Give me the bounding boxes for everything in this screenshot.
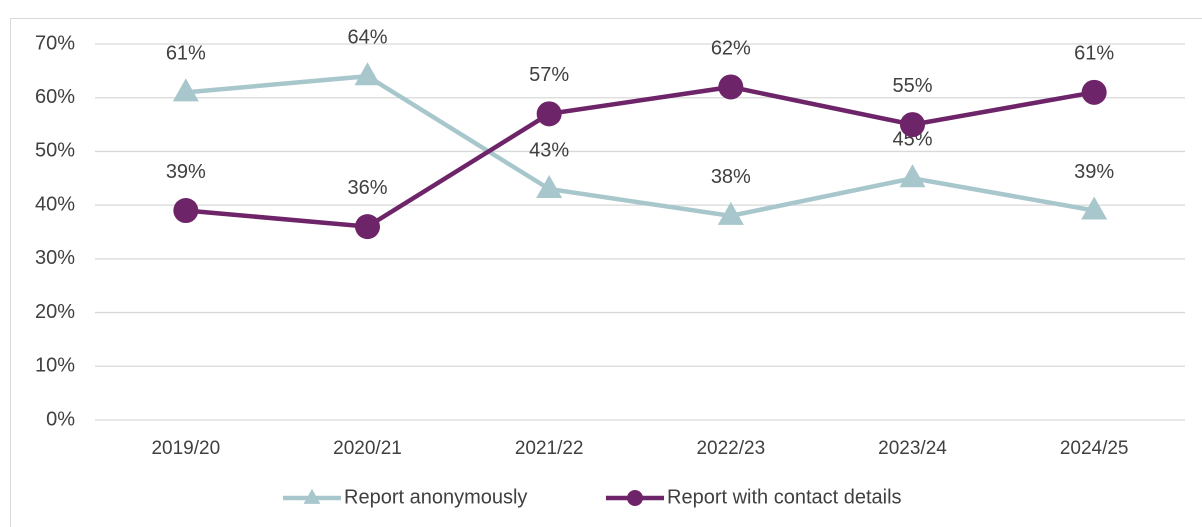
data-label: 64% bbox=[347, 27, 387, 49]
data-point bbox=[536, 175, 563, 199]
legend-marker bbox=[303, 488, 321, 504]
chart-frame bbox=[10, 18, 1202, 527]
data-label: 55% bbox=[892, 75, 932, 97]
data-point bbox=[718, 74, 744, 100]
series-line bbox=[185, 84, 1095, 229]
y-tick-label: 0% bbox=[46, 408, 75, 430]
x-tick-label: 2020/21 bbox=[333, 438, 402, 459]
data-label: 61% bbox=[166, 43, 206, 65]
data-label: 62% bbox=[711, 37, 751, 59]
data-point bbox=[1081, 79, 1107, 105]
data-point bbox=[536, 101, 562, 127]
data-point bbox=[717, 201, 744, 225]
y-tick-label: 10% bbox=[35, 355, 75, 377]
data-label: 61% bbox=[1074, 43, 1114, 65]
data-point bbox=[173, 198, 199, 224]
x-tick-label: 2024/25 bbox=[1060, 438, 1129, 459]
legend-marker bbox=[627, 490, 643, 506]
x-tick-label: 2021/22 bbox=[515, 438, 584, 459]
data-point bbox=[172, 78, 199, 102]
series-line bbox=[185, 73, 1095, 219]
legend-label: Report with contact details bbox=[667, 486, 902, 508]
x-tick-label: 2019/20 bbox=[151, 438, 220, 459]
legend-label: Report anonymously bbox=[344, 486, 527, 508]
data-label: 36% bbox=[347, 177, 387, 199]
data-label: 43% bbox=[529, 139, 569, 161]
x-tick-label: 2022/23 bbox=[696, 438, 765, 459]
y-tick-label: 50% bbox=[35, 140, 75, 162]
y-tick-label: 20% bbox=[35, 301, 75, 323]
data-label: 38% bbox=[711, 166, 751, 188]
data-label: 57% bbox=[529, 64, 569, 86]
y-tick-label: 60% bbox=[35, 86, 75, 108]
y-tick-label: 70% bbox=[35, 32, 75, 54]
data-point bbox=[354, 62, 381, 86]
data-point bbox=[899, 164, 926, 188]
data-label: 39% bbox=[166, 161, 206, 183]
y-tick-label: 30% bbox=[35, 247, 75, 269]
data-label: 39% bbox=[1074, 161, 1114, 183]
data-point bbox=[1081, 196, 1108, 220]
x-tick-label: 2023/24 bbox=[878, 438, 947, 459]
data-point bbox=[900, 112, 925, 138]
data-label: 45% bbox=[892, 129, 932, 151]
y-tick-label: 40% bbox=[35, 193, 75, 215]
data-point bbox=[355, 214, 380, 240]
